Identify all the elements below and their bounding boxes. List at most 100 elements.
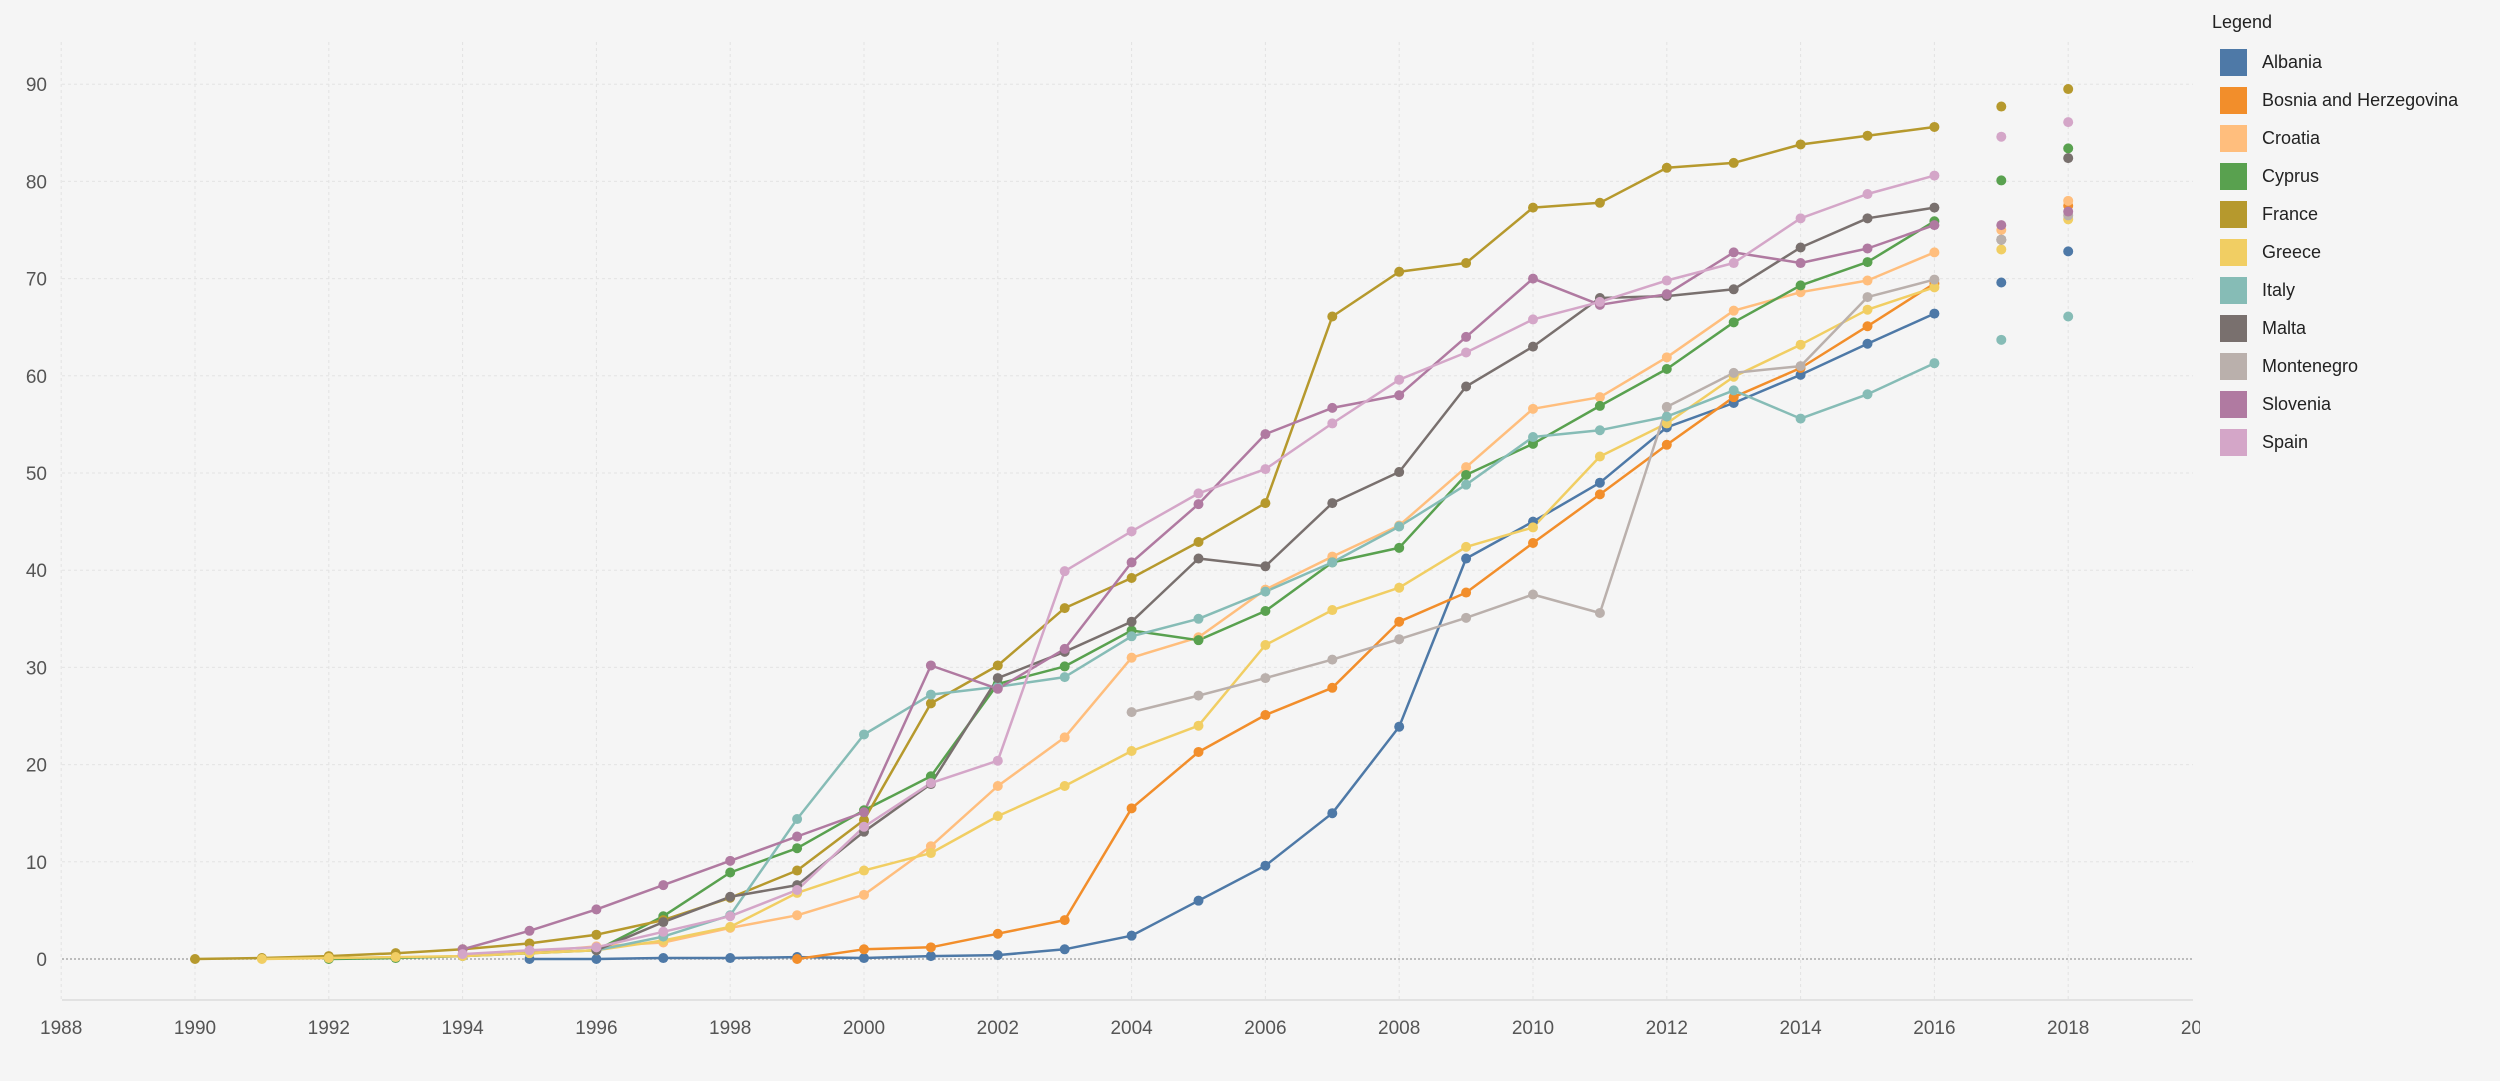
legend-label: Montenegro bbox=[2262, 355, 2359, 376]
projected-point bbox=[2063, 143, 2074, 154]
data-point bbox=[925, 689, 936, 700]
data-point bbox=[1661, 162, 1672, 173]
data-point bbox=[1059, 780, 1070, 791]
projected-point bbox=[2063, 206, 2074, 217]
data-point bbox=[1193, 720, 1204, 731]
data-point bbox=[1059, 643, 1070, 654]
data-point bbox=[658, 917, 669, 928]
data-point bbox=[1728, 385, 1739, 396]
projected-point bbox=[2063, 153, 2074, 164]
data-point bbox=[725, 867, 736, 878]
data-point bbox=[1728, 258, 1739, 269]
data-point bbox=[1126, 745, 1137, 756]
data-point bbox=[1394, 521, 1405, 532]
data-point bbox=[524, 925, 535, 936]
data-point bbox=[725, 891, 736, 902]
projected-point bbox=[1996, 220, 2007, 231]
data-point bbox=[1795, 339, 1806, 350]
data-point bbox=[1260, 464, 1271, 475]
data-point bbox=[1394, 582, 1405, 593]
data-point bbox=[524, 945, 535, 956]
legend-item: Malta bbox=[2212, 309, 2492, 347]
series-line-slovenia bbox=[462, 223, 1935, 951]
line-chart: 1988 1990 1992 1994 1996 1998 2000 2002 2004 2006… bbox=[26, 42, 2200, 1039]
data-point bbox=[1728, 367, 1739, 378]
data-point bbox=[1260, 640, 1271, 651]
data-point bbox=[1661, 401, 1672, 412]
data-point bbox=[1862, 292, 1873, 303]
x-tick-label: 1990 bbox=[174, 1018, 216, 1039]
legend-swatch bbox=[2220, 390, 2247, 418]
legend-swatch bbox=[2220, 86, 2247, 114]
data-point bbox=[1929, 274, 1940, 285]
projected-point bbox=[2063, 84, 2074, 95]
data-point bbox=[1193, 553, 1204, 564]
data-point bbox=[1327, 311, 1338, 322]
x-tick-label: 1996 bbox=[575, 1018, 617, 1039]
data-point bbox=[1461, 258, 1472, 269]
x-tick-label: 2000 bbox=[843, 1018, 885, 1039]
data-point bbox=[323, 953, 334, 964]
data-point bbox=[1193, 895, 1204, 906]
data-point bbox=[1594, 296, 1605, 307]
data-point bbox=[1661, 352, 1672, 363]
data-point bbox=[1461, 347, 1472, 358]
data-point bbox=[1327, 682, 1338, 693]
x-tick-label: 1988 bbox=[40, 1018, 82, 1039]
data-point bbox=[925, 848, 936, 859]
data-point bbox=[1795, 242, 1806, 253]
data-point bbox=[1126, 616, 1137, 627]
data-point bbox=[591, 929, 602, 940]
legend-item: Albania bbox=[2212, 43, 2492, 81]
legend-swatch bbox=[2220, 200, 2247, 228]
data-point bbox=[1528, 589, 1538, 600]
data-point bbox=[1661, 363, 1672, 374]
data-point bbox=[1260, 429, 1271, 440]
data-point bbox=[1862, 213, 1873, 224]
data-point bbox=[1394, 616, 1405, 627]
y-tick-label: 0 bbox=[36, 950, 47, 971]
data-point bbox=[925, 660, 936, 671]
data-point bbox=[1327, 654, 1338, 665]
data-point bbox=[859, 944, 869, 955]
legend-label: Malta bbox=[2262, 317, 2307, 338]
y-tick-label: 80 bbox=[26, 172, 47, 193]
series-line-greece bbox=[261, 286, 1935, 961]
data-point bbox=[1126, 631, 1137, 642]
legend-swatch bbox=[2220, 238, 2247, 266]
data-point bbox=[1327, 808, 1338, 819]
data-point bbox=[1059, 566, 1070, 577]
data-point bbox=[1059, 944, 1070, 955]
data-point bbox=[1461, 541, 1472, 552]
x-tick-label: 2002 bbox=[977, 1018, 1019, 1039]
data-point bbox=[1728, 284, 1739, 295]
data-point bbox=[591, 904, 602, 915]
gridlines bbox=[60, 42, 2193, 1000]
data-point bbox=[992, 660, 1003, 671]
data-point bbox=[925, 778, 936, 789]
x-tick-label: 1998 bbox=[709, 1018, 751, 1039]
data-point bbox=[1059, 915, 1070, 926]
legend-label: Slovenia bbox=[2262, 393, 2332, 414]
x-tick-label: 2016 bbox=[1913, 1018, 1955, 1039]
legend-label: Spain bbox=[2262, 431, 2309, 452]
data-point bbox=[1260, 606, 1271, 617]
data-point bbox=[1862, 338, 1873, 349]
series-line-croatia bbox=[462, 251, 1935, 956]
data-point bbox=[992, 673, 1003, 684]
data-point bbox=[1862, 304, 1873, 315]
projected-point bbox=[1996, 131, 2007, 142]
data-point bbox=[190, 954, 200, 964]
y-tick-label: 50 bbox=[26, 464, 47, 485]
data-point bbox=[1461, 479, 1472, 490]
data-point bbox=[1728, 317, 1739, 328]
data-point bbox=[1327, 402, 1338, 413]
data-point bbox=[792, 910, 803, 921]
data-point bbox=[1795, 413, 1806, 424]
data-point bbox=[1862, 189, 1873, 200]
data-point bbox=[725, 921, 736, 932]
data-point bbox=[792, 884, 803, 895]
data-point bbox=[1528, 403, 1538, 414]
data-point bbox=[1528, 537, 1538, 548]
y-tick-label: 70 bbox=[26, 270, 47, 291]
